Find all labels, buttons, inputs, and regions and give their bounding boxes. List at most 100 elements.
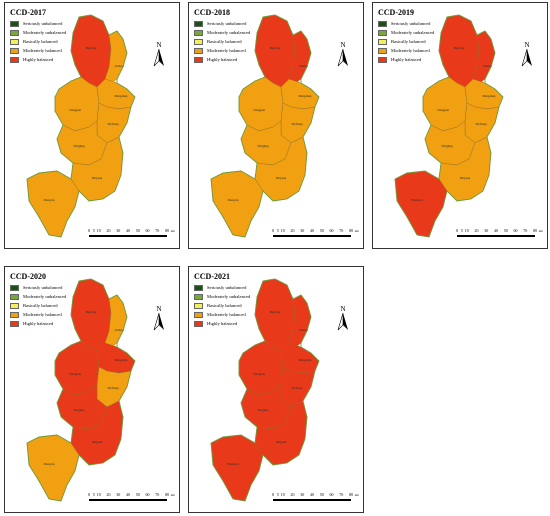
scale-tick-label: 50	[319, 492, 324, 497]
legend-label: Basically balanced	[391, 39, 426, 44]
legend-swatch	[10, 284, 19, 291]
scale-tick-label: 40	[126, 228, 130, 233]
region-label-shenyan: Shenyan	[44, 462, 55, 466]
scale-tick-label: 80	[533, 228, 537, 233]
legend-item: Moderately balanced	[10, 46, 66, 55]
legend: Seriously unbalanced Moderately unbalance…	[10, 283, 66, 328]
legend-label: Moderately balanced	[23, 48, 62, 53]
legend-swatch	[378, 29, 387, 36]
scale-bar: 0 5 10 20 30 40 50 60 70 80 km	[272, 492, 361, 506]
map-panel: Beiyang Laibao Tiangpan Mingshan Yuchang Ying…	[188, 266, 364, 513]
legend-swatch	[10, 20, 19, 27]
scale-tick-label: 10	[96, 492, 101, 497]
legend-label: Basically balanced	[207, 303, 242, 308]
north-arrow-shape	[337, 313, 348, 331]
legend-label: Moderately unbalanced	[391, 30, 435, 35]
legend-label: Moderately unbalanced	[207, 294, 251, 299]
legend-item: Seriously unbalanced	[10, 19, 66, 28]
legend-swatch	[10, 56, 19, 63]
north-arrow-icon: N	[519, 41, 535, 69]
legend-label: Moderately unbalanced	[207, 30, 251, 35]
legend-swatch	[194, 56, 203, 63]
region-label-shiyuan: Shiyuan	[92, 176, 103, 180]
scale-tick-label: 10	[280, 492, 285, 497]
legend-label: Moderately balanced	[391, 48, 430, 53]
scale-tick-label: 80	[165, 228, 169, 233]
map-panel: Beiyang Laibao Tiangpan Mingshan Yuchang Ying…	[188, 2, 364, 249]
region-label-mingshan: Mingshan	[115, 358, 128, 362]
region-shenyan	[26, 434, 80, 502]
legend-swatch	[194, 320, 203, 327]
region-label-yingjing: Yingjing	[441, 144, 453, 148]
legend-item: Moderately unbalanced	[194, 28, 250, 37]
north-arrow-shape	[521, 49, 532, 67]
north-label: N	[156, 305, 162, 313]
map-panel: Beiyang Laibao Tiangpan Mingshan Yuchang Ying…	[372, 2, 548, 249]
scale-tick-label: 30	[116, 492, 121, 497]
legend-label: Moderately balanced	[207, 48, 246, 53]
scale-tick-label: 20	[106, 492, 111, 497]
legend-swatch	[194, 293, 203, 300]
scale-unit: km	[171, 229, 175, 233]
north-arrow-icon: N	[151, 305, 167, 333]
scale-tick-label: 5	[276, 228, 279, 233]
north-arrow-icon: N	[335, 305, 351, 333]
legend-swatch	[378, 47, 387, 54]
region-label-beiyang: Beiyang	[270, 46, 281, 50]
scale-tick-label: 0	[272, 228, 274, 233]
region-shenyan	[210, 170, 264, 238]
region-label-shiyuan: Shiyuan	[460, 176, 471, 180]
legend-swatch	[194, 284, 203, 291]
legend-swatch	[10, 38, 19, 45]
scale-tick-label: 5	[276, 492, 279, 497]
region-label-shenyan: Shenyan	[228, 462, 239, 466]
scale-tick-label: 5	[460, 228, 463, 233]
scale-bar: 0 5 10 20 30 40 50 60 70 80 km	[88, 492, 177, 506]
region-shenyan	[210, 434, 264, 502]
legend-item: Moderately balanced	[378, 46, 434, 55]
legend-item: Highly balanced	[194, 319, 250, 328]
scale-tick-label: 40	[494, 228, 498, 233]
map-title: CCD-2021	[194, 272, 230, 281]
legend-item: Moderately unbalanced	[10, 292, 66, 301]
legend: Seriously unbalanced Moderately unbalance…	[378, 19, 434, 64]
scale-bar: 0 5 10 20 30 40 50 60 70 80 km	[88, 228, 177, 242]
region-label-mingshan: Mingshan	[299, 94, 312, 98]
scale-tick-label: 20	[290, 492, 295, 497]
legend-swatch	[194, 311, 203, 318]
region-label-yuchang: Yuchang	[291, 122, 303, 126]
county-map: Beiyang Laibao Tiangpan Mingshan Yuchang Ying…	[210, 14, 320, 238]
scale-tick-label: 70	[339, 492, 344, 497]
legend-item: Basically balanced	[194, 301, 250, 310]
legend-label: Highly balanced	[23, 321, 54, 326]
scale-tick-label: 60	[145, 492, 150, 497]
legend-swatch	[194, 47, 203, 54]
region-label-yingjing: Yingjing	[73, 408, 85, 412]
scale-tick-label: 5	[92, 492, 95, 497]
north-label: N	[156, 41, 162, 49]
region-label-yingjing: Yingjing	[257, 144, 269, 148]
legend-item: Moderately balanced	[194, 310, 250, 319]
scale-tick-label: 10	[96, 228, 101, 233]
legend-label: Basically balanced	[23, 303, 58, 308]
scale-tick-label: 40	[126, 492, 130, 497]
scale-tick-label: 60	[145, 228, 150, 233]
region-shenyan	[394, 170, 448, 238]
county-map: Beiyang Laibao Tiangpan Mingshan Yuchang Ying…	[26, 14, 136, 238]
legend-item: Moderately unbalanced	[10, 28, 66, 37]
scale-tick-label: 40	[310, 492, 314, 497]
region-label-yingjing: Yingjing	[257, 408, 269, 412]
legend-item: Basically balanced	[10, 301, 66, 310]
scale-tick-label: 70	[523, 228, 528, 233]
north-arrow-icon: N	[335, 41, 351, 69]
legend-label: Seriously unbalanced	[207, 285, 247, 290]
scale-tick-label: 30	[300, 228, 305, 233]
scale-tick-label: 70	[155, 228, 160, 233]
county-map: Beiyang Laibao Tiangpan Mingshan Yuchang Ying…	[394, 14, 504, 238]
legend-label: Highly balanced	[207, 321, 238, 326]
region-label-yuchang: Yuchang	[291, 386, 303, 390]
legend-swatch	[378, 38, 387, 45]
legend-label: Highly balanced	[23, 57, 54, 62]
scale-tick-label: 0	[88, 492, 90, 497]
scale-tick-label: 10	[280, 228, 285, 233]
